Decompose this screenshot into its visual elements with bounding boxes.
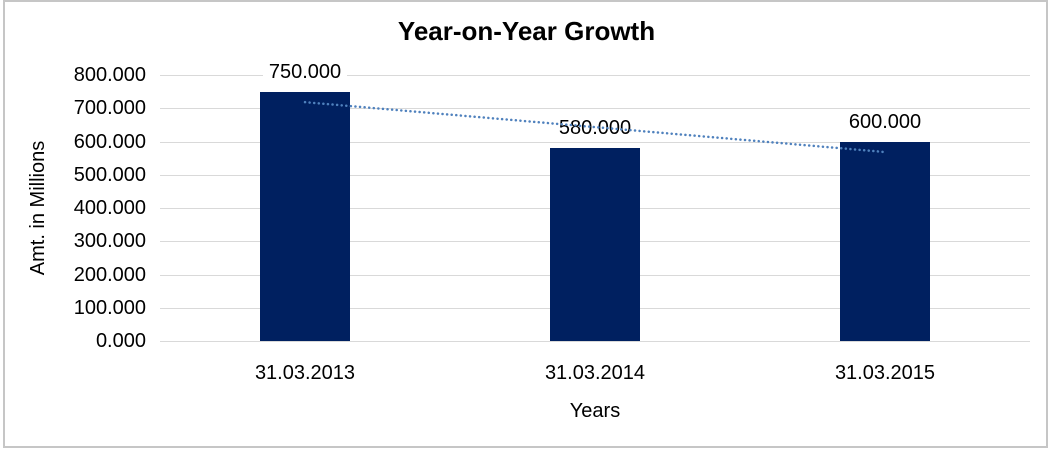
y-axis-tick-label: 700.000	[73, 97, 146, 119]
chart-frame-border	[3, 0, 1048, 448]
bar-31.03.2013	[260, 92, 350, 341]
x-axis-title: Years	[569, 400, 621, 422]
bar-value-label: 600.000	[843, 111, 927, 133]
chart-title: Year-on-Year Growth	[397, 16, 656, 46]
y-axis-tick-label: 300.000	[73, 230, 146, 252]
bar-31.03.2015	[840, 142, 930, 341]
y-axis-tick-label: 600.000	[73, 131, 146, 153]
y-axis-tick-label: 200.000	[73, 264, 146, 286]
y-gridline	[160, 75, 1030, 76]
y-axis-tick-label: 100.000	[73, 297, 146, 319]
x-axis-tick-label: 31.03.2014	[544, 362, 646, 384]
x-axis-tick-label: 31.03.2013	[254, 362, 356, 384]
x-axis-tick-label: 31.03.2015	[834, 362, 936, 384]
y-axis-tick-label: 800.000	[73, 64, 146, 86]
bar-value-label: 750.000	[263, 61, 347, 83]
y-axis-tick-label: 500.000	[73, 164, 146, 186]
y-axis-tick-label: 0.000	[95, 330, 146, 352]
bar-value-label: 580.000	[553, 117, 637, 139]
bar-31.03.2014	[550, 148, 640, 341]
y-gridline	[160, 341, 1030, 342]
y-axis-tick-label: 400.000	[73, 197, 146, 219]
